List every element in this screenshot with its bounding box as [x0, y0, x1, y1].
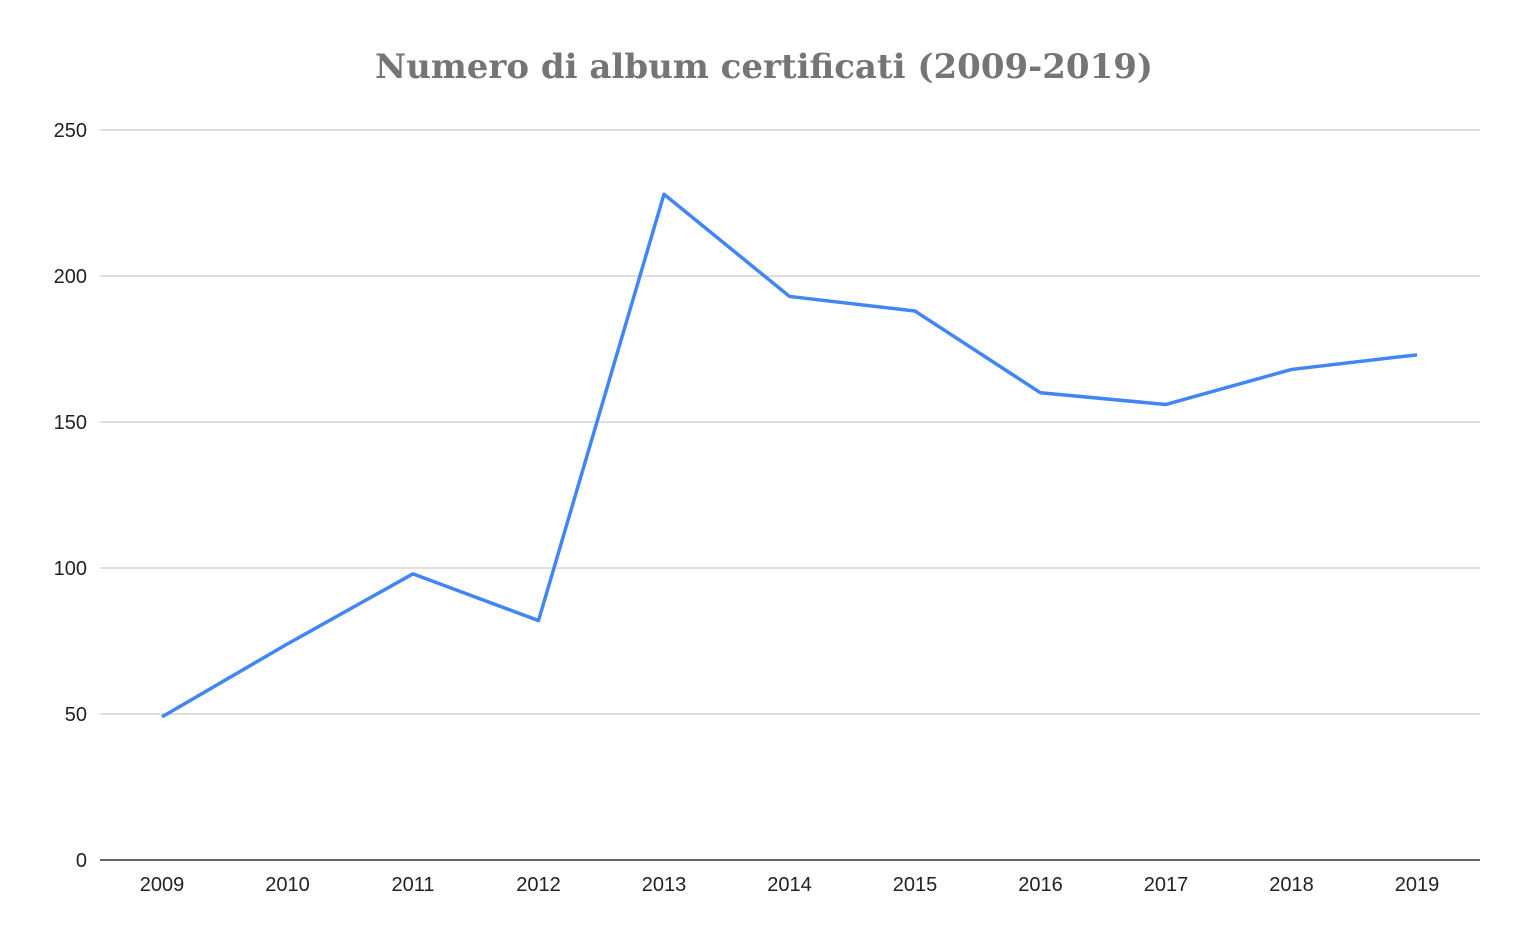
y-tick-label: 0 — [76, 850, 87, 872]
y-tick-label: 250 — [54, 120, 87, 142]
x-tick-label: 2017 — [1144, 874, 1189, 896]
y-axis-ticks: 0 50 100 150 200 250 — [54, 120, 87, 872]
x-axis-ticks: 2009 2010 2011 2012 2013 2014 2015 2016 2017 2018… — [140, 874, 1440, 896]
chart-title: Numero di album certificati (2009-2019) — [375, 47, 1153, 87]
y-tick-label: 50 — [65, 704, 87, 726]
gridlines — [100, 129, 1480, 861]
x-tick-label: 2016 — [1018, 874, 1063, 896]
y-tick-label: 200 — [54, 266, 87, 288]
x-tick-label: 2013 — [642, 874, 687, 896]
x-tick-label: 2010 — [265, 874, 310, 896]
series-line — [161, 192, 1418, 719]
x-tick-label: 2015 — [893, 874, 938, 896]
x-tick-label: 2011 — [391, 874, 434, 896]
x-tick-label: 2012 — [516, 874, 561, 896]
y-tick-label: 150 — [54, 412, 87, 434]
series-group — [161, 192, 1418, 719]
x-tick-label: 2009 — [140, 874, 185, 896]
x-tick-label: 2014 — [767, 874, 812, 896]
x-tick-label: 2019 — [1395, 874, 1440, 896]
y-tick-label: 100 — [54, 558, 87, 580]
x-tick-label: 2018 — [1269, 874, 1314, 896]
